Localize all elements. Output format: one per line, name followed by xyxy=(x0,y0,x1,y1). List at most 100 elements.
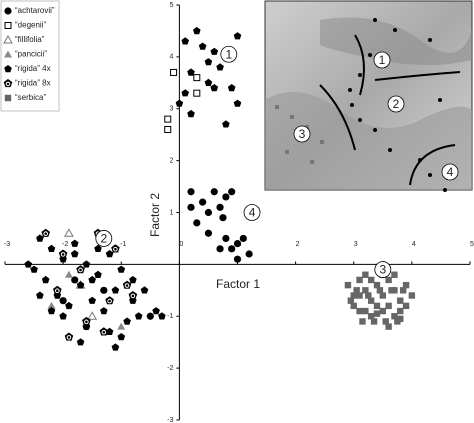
marker-shape xyxy=(113,246,118,252)
marker-shape xyxy=(47,301,56,309)
marker xyxy=(408,292,416,299)
marker-shape xyxy=(4,7,12,15)
marker-shape xyxy=(373,302,381,310)
marker xyxy=(356,276,363,284)
marker-shape xyxy=(43,231,48,236)
marker-shape xyxy=(47,244,56,252)
marker-shape xyxy=(128,291,138,300)
marker xyxy=(353,287,360,294)
group-label: 4 xyxy=(249,206,256,220)
marker-shape xyxy=(87,311,98,320)
marker-shape xyxy=(71,276,79,284)
marker-shape xyxy=(158,312,166,320)
marker-shape xyxy=(222,120,230,128)
marker-shape xyxy=(123,317,131,325)
marker-shape xyxy=(347,297,355,304)
marker-shape xyxy=(204,58,213,66)
marker-shape xyxy=(216,203,224,211)
marker xyxy=(175,99,184,107)
marker-shape xyxy=(100,307,108,315)
marker xyxy=(82,260,91,268)
marker-shape xyxy=(181,89,189,97)
marker xyxy=(117,265,126,273)
x-tick-label: -3 xyxy=(4,241,10,248)
marker-shape xyxy=(152,307,160,315)
marker-shape xyxy=(239,234,247,243)
marker xyxy=(385,302,392,310)
marker xyxy=(53,285,62,294)
marker-shape xyxy=(24,260,33,268)
marker xyxy=(70,239,79,247)
legend-label: “degenii” xyxy=(15,21,46,30)
marker-shape xyxy=(76,265,85,274)
marker xyxy=(105,296,114,305)
marker xyxy=(3,34,13,44)
marker xyxy=(4,50,12,58)
marker-shape xyxy=(210,47,219,55)
marker-shape xyxy=(385,276,392,284)
marker-shape xyxy=(397,315,404,323)
marker-shape xyxy=(47,307,56,315)
marker xyxy=(388,287,395,294)
marker-shape xyxy=(187,109,195,118)
marker-shape xyxy=(53,285,62,294)
marker xyxy=(94,270,102,278)
group-circle xyxy=(387,95,405,113)
marker xyxy=(376,287,384,294)
marker-shape xyxy=(350,292,357,299)
marker xyxy=(30,265,38,273)
marker-shape xyxy=(210,188,218,196)
marker-shape xyxy=(233,32,242,40)
marker-shape xyxy=(388,287,395,294)
marker-shape xyxy=(187,188,195,196)
marker-shape xyxy=(130,293,136,299)
marker xyxy=(164,115,172,123)
legend-label: “fillifolia” xyxy=(15,35,45,44)
marker xyxy=(152,307,160,315)
group-circle xyxy=(95,230,113,247)
marker xyxy=(385,323,392,330)
marker-shape xyxy=(193,74,201,82)
legend-label: “rigida” 8x xyxy=(15,79,51,88)
marker xyxy=(24,260,33,268)
x-tick-label: 0 xyxy=(179,241,183,248)
marker-shape xyxy=(36,291,44,299)
legend-label: “pancicii” xyxy=(15,50,47,59)
marker-shape xyxy=(164,126,172,133)
marker-shape xyxy=(397,297,404,304)
group-label: 1 xyxy=(225,47,232,61)
legend-label: “rigida” 4x xyxy=(15,64,51,73)
marker xyxy=(100,286,108,294)
marker-shape xyxy=(187,68,195,76)
marker-shape xyxy=(385,302,392,310)
marker-shape xyxy=(370,318,378,325)
marker xyxy=(70,250,79,258)
marker xyxy=(233,99,242,107)
marker xyxy=(222,120,230,128)
marker-shape xyxy=(356,307,363,315)
marker xyxy=(216,63,224,71)
marker-shape xyxy=(64,270,73,278)
marker xyxy=(382,318,389,325)
marker xyxy=(71,276,79,284)
group-label: 2 xyxy=(393,97,400,111)
marker-shape xyxy=(170,68,178,76)
marker-shape xyxy=(227,84,236,92)
marker xyxy=(111,343,120,351)
marker xyxy=(129,275,137,284)
marker xyxy=(370,318,378,325)
marker xyxy=(64,270,73,278)
marker xyxy=(181,89,189,97)
marker-shape xyxy=(233,240,242,248)
marker-shape xyxy=(3,79,13,88)
marker-shape xyxy=(187,203,195,211)
marker-shape xyxy=(76,338,85,346)
group-circle xyxy=(220,45,238,63)
marker-shape xyxy=(88,275,96,284)
marker xyxy=(222,234,230,243)
marker xyxy=(233,240,242,248)
marker-shape xyxy=(379,307,387,315)
marker xyxy=(193,219,201,227)
marker xyxy=(347,297,355,304)
marker-shape xyxy=(367,313,375,320)
